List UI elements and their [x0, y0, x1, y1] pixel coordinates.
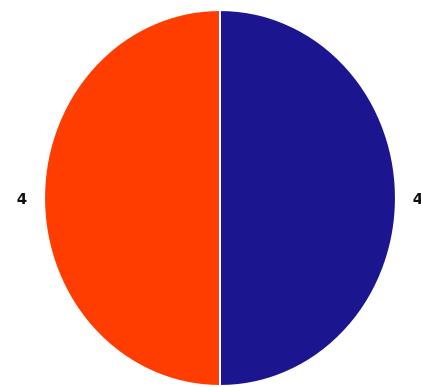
pie-slices: [43, 8, 397, 387]
pie-data-labels: 44: [17, 190, 421, 208]
data-label-right: 4: [413, 190, 421, 208]
data-label-left: 4: [17, 190, 27, 208]
pie-slice-right: [219, 8, 397, 387]
pie-slice-left: [43, 8, 221, 387]
